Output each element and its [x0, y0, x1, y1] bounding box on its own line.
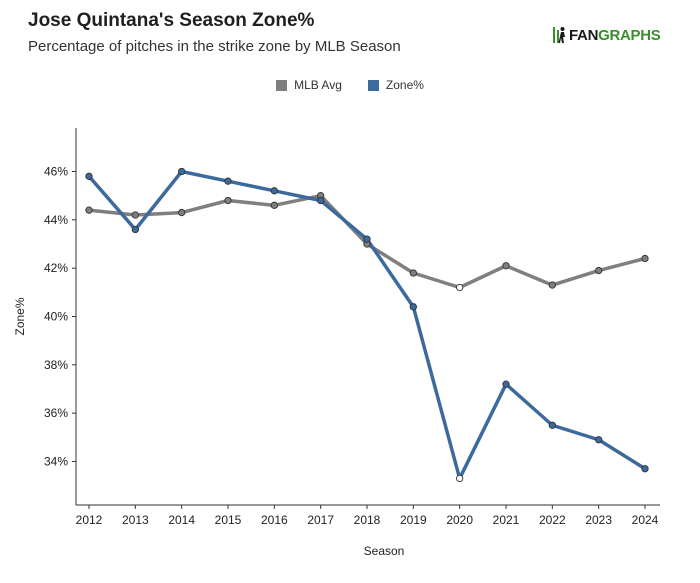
legend-swatch-zone-pct: [367, 79, 379, 91]
data-point-mlb-avg: [178, 208, 186, 217]
y-axis-label: Zone%: [13, 297, 27, 335]
data-point-mlb-avg: [641, 254, 649, 263]
data-point-zone-pct: [641, 465, 649, 473]
x-tick-label: 2017: [307, 513, 334, 527]
data-point-mlb-avg: [548, 281, 556, 289]
legend-item-mlb-avg: MLB Avg: [276, 78, 342, 92]
data-point-mlb-avg: [270, 201, 278, 209]
data-point-zone-pct: [409, 303, 417, 311]
logo-wordmark: FANGRAPHS: [569, 26, 661, 44]
data-point-zone-pct: [131, 225, 139, 234]
data-point-zone-pct: [317, 196, 325, 205]
y-tick-label: 42%: [44, 261, 68, 275]
x-tick-label: 2014: [168, 513, 195, 527]
x-tick-label: 2021: [493, 513, 520, 527]
data-point-mlb-avg: [502, 262, 510, 270]
y-tick-label: 38%: [44, 358, 68, 372]
chart-title: Jose Quintana's Season Zone%: [28, 10, 315, 31]
batter-icon: [553, 27, 565, 43]
data-point-zone-pct: [502, 380, 510, 388]
data-point-zone-pct: [270, 187, 278, 195]
x-tick-label: 2012: [76, 513, 103, 527]
chart-subtitle: Percentage of pitches in the strike zone…: [28, 38, 401, 55]
x-tick-label: 2018: [354, 513, 381, 527]
data-point-mlb-avg: [131, 211, 139, 219]
x-tick-label: 2019: [400, 513, 427, 527]
y-tick-label: 44%: [44, 213, 68, 227]
x-tick-label: 2015: [215, 513, 242, 527]
legend-label-mlb-avg: MLB Avg: [294, 78, 342, 92]
series-line-zone-pct: [87, 169, 647, 481]
x-tick-label: 2016: [261, 513, 288, 527]
legend: MLB Avg Zone%: [0, 78, 700, 92]
data-point-zone-pct: [363, 235, 371, 243]
data-point-zone-pct: [456, 474, 464, 483]
y-tick-label: 40%: [44, 310, 68, 324]
x-tick-label: 2013: [122, 513, 149, 527]
x-tick-label: 2024: [632, 513, 659, 527]
fangraphs-logo: FANGRAPHS: [552, 24, 684, 46]
data-point-mlb-avg: [456, 283, 464, 292]
data-point-zone-pct: [85, 172, 93, 180]
data-point-zone-pct: [548, 421, 556, 429]
data-point-zone-pct: [595, 436, 603, 444]
data-point-zone-pct: [178, 167, 186, 176]
y-tick-label: 46%: [44, 165, 68, 179]
legend-item-zone-pct: Zone%: [367, 78, 424, 92]
data-point-mlb-avg: [595, 266, 603, 275]
data-point-mlb-avg: [224, 196, 232, 205]
data-point-mlb-avg: [409, 269, 417, 277]
legend-label-zone-pct: Zone%: [385, 78, 424, 92]
x-tick-label: 2022: [539, 513, 566, 527]
x-tick-label: 2023: [585, 513, 612, 527]
x-axis-label: Season: [364, 544, 405, 558]
data-point-zone-pct: [224, 177, 232, 185]
y-tick-label: 36%: [44, 406, 68, 420]
y-tick-label: 34%: [44, 455, 68, 469]
data-point-mlb-avg: [85, 206, 93, 214]
legend-swatch-mlb-avg: [276, 79, 288, 91]
x-tick-label: 2020: [446, 513, 473, 527]
